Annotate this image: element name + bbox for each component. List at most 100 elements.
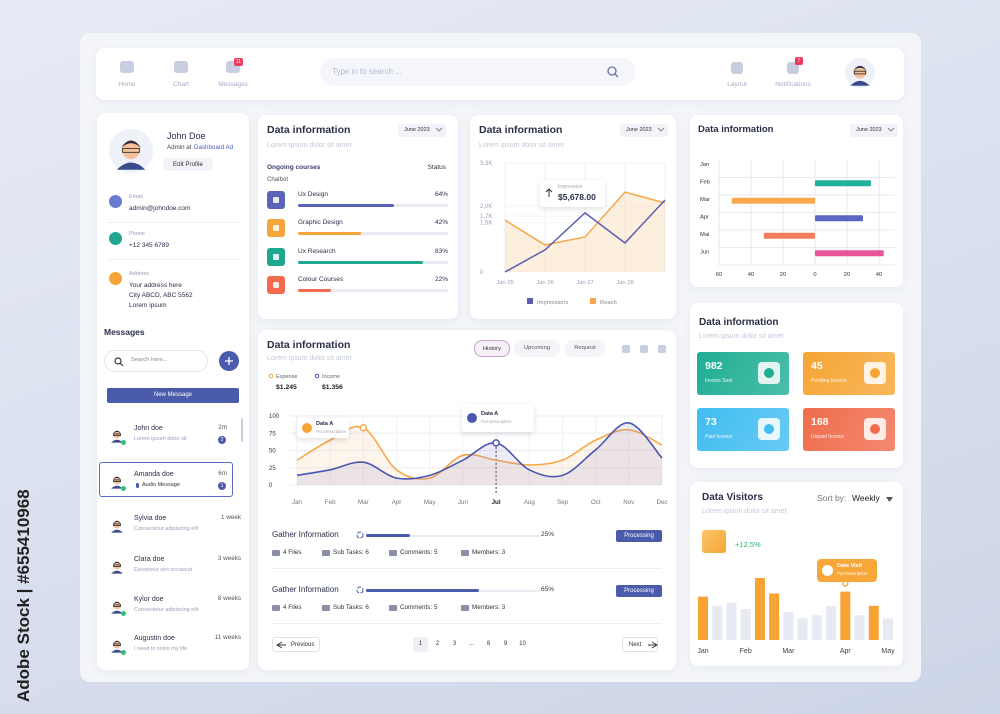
page-number[interactable]: 10 (519, 641, 526, 647)
stat-tile[interactable]: 73 Paid Invoice (697, 408, 789, 451)
group-label: Chatbot (267, 177, 289, 183)
avatar-glasses (113, 643, 121, 646)
status-button[interactable]: Processing (616, 585, 662, 597)
y-tick-label: Apr (700, 214, 709, 220)
chevron-icon (435, 127, 443, 132)
card-title: Data information (698, 124, 774, 135)
previous-button[interactable]: Previous (272, 637, 320, 652)
sort-value[interactable]: Weekly (852, 493, 880, 503)
y-tick-label: Mai (700, 232, 709, 238)
page-number[interactable]: 3 (452, 641, 457, 647)
sync-circle (356, 531, 364, 539)
avatar-body (111, 485, 123, 489)
message-name[interactable]: Sylvia doe (134, 515, 167, 522)
legend-dot (314, 373, 320, 379)
field-value: City ABCD, ABC 5562 (129, 292, 193, 299)
y-tick-label: Feb (700, 179, 710, 185)
search-box[interactable]: Type in to search ... (320, 58, 636, 86)
legend-swatch (590, 298, 596, 304)
messages-title: Messages (104, 327, 145, 337)
message-name[interactable]: Kylor doe (134, 596, 164, 603)
edit-profile-button[interactable]: Edit Profile (163, 158, 213, 171)
annotation-text: Put Description (481, 419, 512, 424)
badge: 11 (234, 58, 243, 66)
bar (769, 593, 780, 640)
stat-label: Invoice Sent (705, 378, 733, 384)
icon (120, 61, 134, 73)
icon (870, 424, 880, 434)
icon (322, 605, 330, 611)
message-name[interactable]: John doe (134, 425, 163, 432)
course-status: 64% (434, 191, 448, 198)
date-picker[interactable]: June 2023 (850, 124, 898, 137)
tab[interactable]: History (474, 340, 510, 357)
page-number[interactable]: 9 (503, 641, 508, 647)
growth-value: +12.5% (735, 540, 761, 549)
nav-item[interactable]: Layout (727, 81, 747, 88)
avatar (108, 426, 126, 444)
avatar-hair (121, 140, 141, 148)
profile-role: Admin at (167, 144, 192, 151)
message-text: Audio Message (142, 482, 180, 488)
icon (658, 345, 666, 353)
task-meta: Sub Tasks: 6 (333, 549, 369, 556)
field-value: Lorem ipsum (129, 302, 167, 309)
avatar-hair (112, 430, 122, 434)
avatar (109, 129, 153, 173)
next-button[interactable]: Next (622, 637, 658, 652)
progress-track (298, 289, 448, 292)
avatar-glasses (113, 564, 121, 567)
message-name[interactable]: Clara doe (134, 556, 165, 563)
message-search[interactable]: Search here... (104, 350, 208, 372)
line-chart-card: Data information Lorem ipsum dolor sit am… (470, 115, 676, 319)
stats-card: Data information Lorem ipsum dolor sit am… (690, 303, 903, 468)
tab[interactable]: Request (565, 340, 605, 357)
avatar (108, 597, 126, 615)
icon (787, 62, 799, 74)
x-tick-label: Apr (840, 648, 852, 655)
x-tick-label: Jan (292, 499, 303, 506)
page-number[interactable]: 1 (413, 637, 428, 652)
progress-track (298, 232, 448, 235)
tab[interactable]: Upcoming (514, 340, 560, 357)
stat-tile[interactable]: 45 Pending Invoice (803, 352, 895, 395)
icon (174, 61, 188, 73)
nav-item[interactable]: Home (118, 81, 136, 88)
progress-bar (298, 232, 361, 235)
icon (640, 345, 648, 353)
nav-item[interactable]: Messages (218, 81, 248, 88)
page-number[interactable]: 8 (486, 641, 491, 647)
message-name[interactable]: Amanda doe (134, 471, 174, 478)
date-picker[interactable]: June 2023 (620, 124, 668, 137)
task-meta: Members: 3 (472, 604, 506, 611)
chevron (657, 127, 665, 132)
page-number[interactable]: ... (468, 641, 474, 647)
sort-chevron (886, 497, 893, 502)
course-name: Graphic Design (298, 219, 343, 226)
nav-item[interactable]: Chart (173, 81, 189, 88)
stat-tile[interactable]: 982 Invoice Sent (697, 352, 789, 395)
status-button[interactable]: Processing (616, 530, 662, 542)
card-subtitle: Lorem ipsum dolor sit amet (702, 508, 787, 515)
visitors-chart: Jan Feb Mar Apr May (697, 578, 895, 655)
nav-item[interactable]: Notifications (775, 81, 811, 88)
message-name[interactable]: Augustin doe (134, 635, 175, 642)
search-placeholder: Type in to search ... (332, 67, 402, 76)
online-dot (121, 486, 126, 491)
stat-label: Pending Invoice (811, 378, 847, 384)
arrow (276, 641, 286, 649)
new-message-button[interactable]: New Message (107, 388, 239, 403)
date-picker[interactable]: June 2023 (398, 124, 446, 137)
page-number[interactable]: 2 (435, 641, 440, 647)
stat-value: 168 (811, 416, 829, 428)
course-name: Colour Courses (298, 276, 344, 283)
avatar-hair (112, 601, 122, 605)
task-percent: 65% (541, 586, 555, 593)
stat-tile[interactable]: 168 Unpaid Invoice (803, 408, 895, 451)
search-circle (607, 66, 617, 76)
bar (811, 615, 822, 640)
add-button (219, 351, 239, 371)
search-icon (607, 66, 619, 78)
stat-label: Paid Invoice (705, 434, 733, 440)
